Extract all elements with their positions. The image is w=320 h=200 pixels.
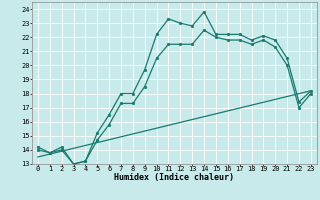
X-axis label: Humidex (Indice chaleur): Humidex (Indice chaleur) <box>115 173 234 182</box>
